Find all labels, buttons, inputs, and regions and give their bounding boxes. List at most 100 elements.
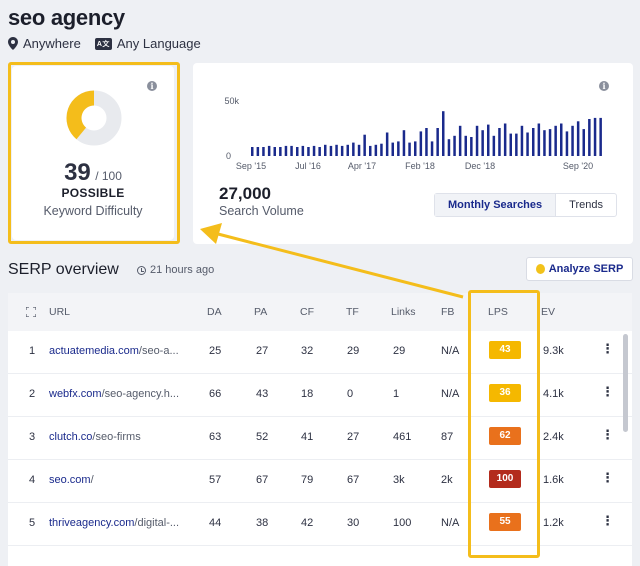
language-filter[interactable]: A文 Any Language (94, 36, 201, 51)
volume-bar[interactable] (548, 129, 552, 156)
volume-bar[interactable] (458, 125, 462, 156)
volume-bar[interactable] (273, 147, 277, 156)
volume-bar[interactable] (296, 147, 299, 156)
volume-bar[interactable] (582, 129, 586, 156)
tab-trends[interactable]: Trends (569, 199, 603, 211)
volume-bar[interactable] (503, 123, 507, 157)
volume-bar[interactable] (475, 125, 479, 156)
column-header-cf[interactable]: CF (300, 306, 314, 318)
volume-bar[interactable] (543, 130, 546, 156)
volume-bar[interactable] (369, 145, 372, 156)
volume-bar[interactable] (312, 145, 316, 156)
volume-bar[interactable] (352, 142, 355, 156)
volume-bar[interactable] (397, 141, 400, 156)
volume-bar[interactable] (425, 128, 428, 156)
more-options-icon[interactable]: ⋮ (601, 470, 614, 485)
volume-bar[interactable] (414, 141, 417, 156)
volume-bar[interactable] (571, 125, 574, 156)
more-options-icon[interactable]: ⋮ (601, 427, 614, 442)
volume-bar[interactable] (267, 145, 271, 156)
volume-bar[interactable] (374, 144, 378, 156)
column-header-url[interactable]: URL (49, 306, 71, 318)
volume-bar[interactable] (464, 135, 468, 156)
volume-bar[interactable] (515, 133, 518, 156)
volume-bar[interactable] (532, 128, 535, 156)
volume-bar[interactable] (402, 130, 406, 156)
info-icon[interactable]: i (599, 81, 609, 91)
table-row[interactable]: 4 seo.com/ 57 67 79 67 3k 2k 100 1.6k ⋮ (8, 460, 632, 503)
more-options-icon[interactable]: ⋮ (601, 384, 614, 399)
volume-bar[interactable] (284, 145, 288, 156)
tab-monthly-searches[interactable]: Monthly Searches (435, 194, 557, 216)
volume-bar[interactable] (262, 147, 265, 156)
pa-value: 67 (256, 474, 269, 486)
volume-bar[interactable] (256, 147, 260, 156)
result-url[interactable]: seo.com/ (49, 474, 94, 486)
volume-bar[interactable] (430, 141, 434, 156)
result-url[interactable]: actuatemedia.com/seo-a... (49, 345, 179, 357)
table-row[interactable]: 5 thriveagency.com/digital-... 44 38 42 … (8, 503, 632, 546)
volume-bar[interactable] (357, 144, 361, 156)
volume-bar[interactable] (509, 133, 513, 156)
volume-bar[interactable] (290, 145, 293, 156)
volume-bar[interactable] (442, 111, 445, 156)
volume-bar[interactable] (481, 130, 484, 156)
volume-bar[interactable] (565, 131, 569, 156)
volume-bar[interactable] (560, 123, 563, 157)
table-row[interactable]: 3 clutch.co/seo-firms 63 52 41 27 461 87… (8, 417, 632, 460)
volume-bar[interactable] (470, 137, 473, 156)
volume-bar[interactable] (588, 119, 591, 156)
result-url[interactable]: clutch.co/seo-firms (49, 431, 141, 443)
serp-timestamp: 21 hours ago (137, 264, 214, 276)
column-header-links[interactable]: Links (391, 306, 416, 318)
volume-bar[interactable] (554, 125, 557, 156)
volume-bar[interactable] (537, 123, 541, 157)
table-row[interactable]: 1 actuatemedia.com/seo-a... 25 27 32 29 … (8, 331, 632, 374)
volume-bar[interactable] (487, 124, 490, 156)
analyze-serp-button[interactable]: Analyze SERP (526, 257, 633, 281)
more-options-icon[interactable]: ⋮ (601, 513, 614, 528)
volume-bar[interactable] (251, 147, 254, 156)
fb-value: 2k (441, 474, 453, 486)
volume-bar[interactable] (593, 117, 597, 156)
volume-bar[interactable] (599, 117, 602, 156)
volume-bar[interactable] (498, 128, 501, 156)
volume-bar[interactable] (335, 144, 338, 156)
volume-bar[interactable] (391, 142, 395, 156)
volume-bar[interactable] (279, 147, 282, 156)
volume-bar[interactable] (453, 135, 456, 156)
table-scrollbar[interactable] (623, 334, 628, 432)
volume-bar[interactable] (408, 142, 411, 156)
volume-bar[interactable] (419, 131, 423, 156)
volume-bar[interactable] (526, 132, 529, 157)
column-header-pa[interactable]: PA (254, 306, 268, 318)
column-header-da[interactable]: DA (207, 306, 222, 318)
result-url[interactable]: webfx.com/seo-agency.h... (49, 388, 179, 400)
volume-bar[interactable] (385, 132, 389, 157)
result-url[interactable]: thriveagency.com/digital-... (49, 517, 179, 529)
volume-bar[interactable] (346, 144, 350, 156)
volume-bar[interactable] (329, 145, 333, 156)
column-header-ev[interactable]: EV (541, 306, 556, 318)
volume-bar[interactable] (492, 135, 496, 156)
location-filter[interactable]: Anywhere (8, 36, 81, 51)
volume-bar[interactable] (318, 147, 321, 156)
column-header-lps[interactable]: LPS (488, 306, 508, 318)
column-header-tf[interactable]: TF (346, 306, 359, 318)
volume-bar[interactable] (324, 144, 327, 156)
info-icon[interactable]: i (147, 81, 157, 91)
volume-bar[interactable] (576, 121, 580, 156)
pa-value: 27 (256, 345, 269, 357)
more-options-icon[interactable]: ⋮ (601, 341, 614, 356)
volume-bar[interactable] (436, 128, 439, 156)
table-row[interactable]: 2 webfx.com/seo-agency.h... 66 43 18 0 1… (8, 374, 632, 417)
volume-bar[interactable] (447, 139, 451, 156)
volume-bar[interactable] (307, 147, 310, 156)
volume-bar[interactable] (363, 134, 366, 156)
volume-bar[interactable] (380, 143, 383, 156)
volume-bar[interactable] (301, 145, 305, 156)
column-header-fb[interactable]: FB (441, 306, 455, 318)
volume-bar[interactable] (340, 145, 344, 156)
volume-bar[interactable] (520, 125, 524, 156)
